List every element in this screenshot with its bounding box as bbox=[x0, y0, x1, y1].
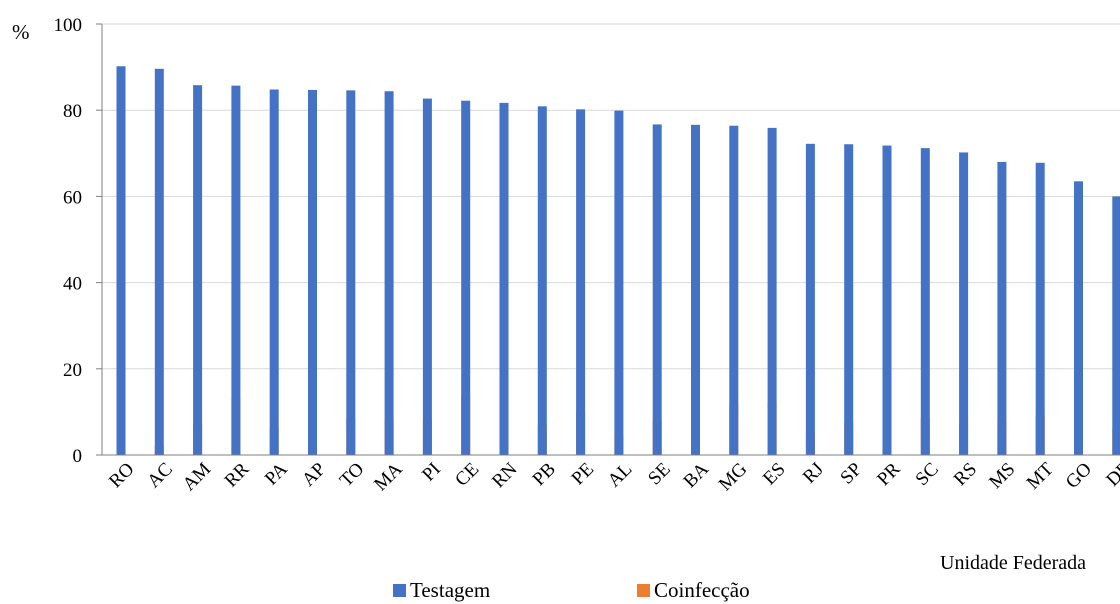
x-tick-label-ms: MS bbox=[985, 459, 1019, 493]
x-tick-label-se: SE bbox=[644, 459, 675, 490]
bar-testagem-se bbox=[653, 124, 662, 455]
x-tick-label-mt: MT bbox=[1023, 458, 1058, 493]
x-tick-label-ma: MA bbox=[370, 458, 407, 495]
x-tick-label-rj: RJ bbox=[799, 459, 828, 488]
y-tick-label: 80 bbox=[63, 101, 82, 122]
bar-testagem-ap bbox=[308, 90, 317, 455]
bar-testagem-rr bbox=[231, 86, 240, 455]
x-tick-label-pa: PA bbox=[261, 458, 292, 489]
bar-testagem-rj bbox=[806, 144, 815, 455]
bar-testagem-al bbox=[614, 111, 623, 455]
x-tick-label-pb: PB bbox=[529, 459, 560, 490]
x-tick-label-pe: PE bbox=[568, 459, 599, 490]
bar-testagem-am bbox=[193, 85, 202, 455]
x-tick-label-es: ES bbox=[759, 459, 790, 490]
legend-item-series-2: Coinfecção bbox=[637, 578, 750, 603]
bar-testagem-df bbox=[1112, 196, 1120, 455]
legend-swatch-series-1 bbox=[393, 584, 406, 597]
x-tick-label-ap: AP bbox=[298, 459, 330, 491]
x-tick-label-pr: PR bbox=[873, 458, 905, 490]
x-tick-label-mg: MG bbox=[715, 458, 752, 495]
x-tick-label-sc: SC bbox=[912, 459, 943, 490]
x-tick-label-al: AL bbox=[604, 459, 637, 492]
y-tick-labels: 0 20 40 60 80 100 bbox=[54, 15, 103, 467]
x-tick-label-pi: PI bbox=[418, 459, 445, 486]
y-tick-label: 100 bbox=[54, 15, 83, 36]
bar-testagem-sc bbox=[921, 148, 930, 455]
bar-testagem-rs bbox=[959, 152, 968, 455]
x-tick-label-rs: RS bbox=[950, 459, 981, 490]
bar-testagem-ac bbox=[155, 69, 164, 455]
legend-swatch-series-2 bbox=[637, 584, 650, 597]
bar-testagem-sp bbox=[844, 144, 853, 455]
legend-label-series-1: Testagem bbox=[410, 578, 490, 603]
x-tick-label-ba: BA bbox=[680, 458, 714, 492]
bars bbox=[117, 66, 1120, 455]
legend-label-series-2: Coinfecção bbox=[654, 578, 750, 603]
x-tick-label-to: TO bbox=[336, 459, 369, 492]
x-tick-label-ac: AC bbox=[143, 459, 177, 493]
bar-testagem-ma bbox=[385, 91, 394, 455]
legend-item-series-1: Testagem bbox=[393, 578, 490, 603]
bar-testagem-mt bbox=[1036, 163, 1045, 455]
bar-testagem-to bbox=[346, 90, 355, 455]
bar-testagem-pe bbox=[576, 109, 585, 455]
bar-testagem-ba bbox=[691, 125, 700, 455]
x-axis-title: Unidade Federada bbox=[940, 552, 1086, 574]
bar-testagem-pb bbox=[538, 106, 547, 455]
y-tick-label: 60 bbox=[63, 187, 82, 208]
bar-testagem-go bbox=[1074, 181, 1083, 455]
x-tick-label-df: DF bbox=[1102, 459, 1120, 491]
x-tick-label-ce: CE bbox=[451, 459, 483, 491]
y-tick-label: 20 bbox=[63, 360, 82, 381]
bar-testagem-es bbox=[768, 128, 777, 455]
x-tick-label-rn: RN bbox=[488, 458, 522, 492]
bar-testagem-pi bbox=[423, 99, 432, 455]
bar-testagem-ce bbox=[461, 101, 470, 455]
bar-testagem-mg bbox=[729, 126, 738, 455]
bar-testagem-pr bbox=[883, 146, 892, 455]
x-tick-label-sp: SP bbox=[836, 459, 866, 489]
bar-testagem-rn bbox=[500, 103, 509, 455]
x-tick-label-ro: RO bbox=[105, 459, 139, 493]
y-unit-label: % bbox=[12, 20, 30, 44]
x-tick-label-rr: RR bbox=[221, 458, 254, 491]
x-tick-label-am: AM bbox=[179, 459, 216, 496]
bar-testagem-ms bbox=[997, 162, 1006, 455]
y-tick-label: 0 bbox=[73, 446, 83, 467]
bar-testagem-ro bbox=[117, 66, 126, 455]
x-tick-label-go: GO bbox=[1062, 459, 1096, 493]
bar-testagem-pa bbox=[270, 90, 279, 455]
y-tick-label: 40 bbox=[63, 274, 82, 295]
